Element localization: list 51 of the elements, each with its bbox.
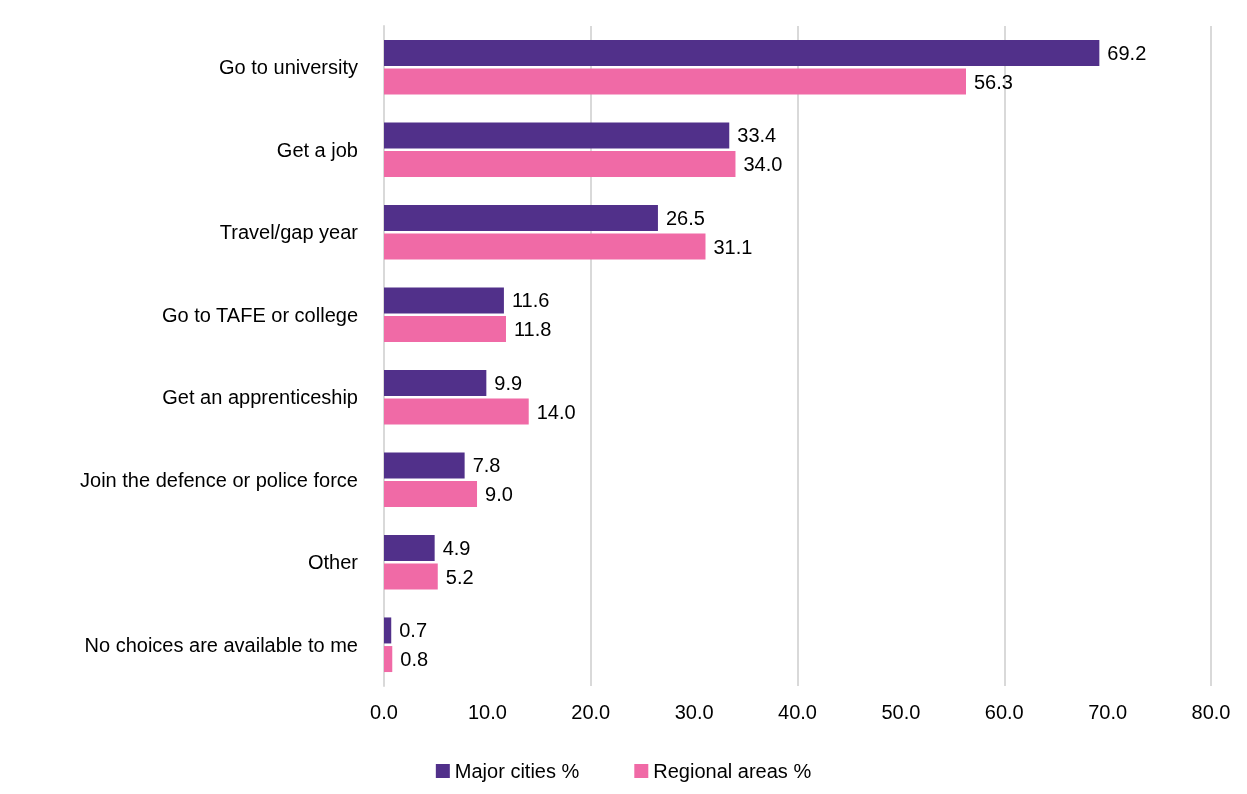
data-label: 4.9	[442, 536, 471, 559]
data-label: 9.0	[485, 483, 513, 506]
x-tick-label: 50.0	[881, 701, 921, 723]
y-tick-label: Go to university	[219, 56, 358, 79]
bar	[384, 39, 1100, 66]
y-tick-label: Get a job	[276, 138, 358, 161]
bar	[384, 481, 478, 508]
data-label: 26.5	[665, 206, 705, 229]
bar	[384, 398, 529, 425]
data-label: 11.8	[513, 318, 552, 341]
y-tick-label: Other	[307, 551, 359, 574]
x-tick-label: 20.0	[571, 701, 611, 723]
data-label: 33.4	[737, 124, 777, 147]
data-label: 31.1	[713, 235, 753, 258]
data-label: 0.7	[399, 619, 428, 642]
y-tick-label: Travel/gap year	[219, 221, 359, 244]
bar	[384, 204, 658, 231]
bar	[384, 233, 706, 260]
y-tick-label: Get an apprenticeship	[162, 386, 358, 409]
bar	[384, 287, 504, 314]
bar	[384, 617, 392, 644]
legend-label: Regional areas %	[653, 760, 812, 782]
data-label: 11.6	[511, 289, 550, 312]
x-tick-label: 70.0	[1088, 701, 1128, 723]
x-tick-label: 10.0	[467, 701, 507, 723]
bar	[384, 452, 465, 479]
bar	[384, 151, 736, 178]
y-tick-label: No choices are available to me	[84, 633, 358, 656]
bar	[384, 646, 393, 673]
data-label: 0.8	[400, 648, 429, 671]
bar	[384, 316, 506, 343]
x-tick-label: 40.0	[778, 701, 817, 723]
x-tick-label: 60.0	[984, 701, 1024, 723]
bar	[384, 563, 438, 590]
data-label: 7.8	[472, 454, 501, 477]
data-label: 5.2	[445, 565, 474, 588]
data-label: 14.0	[536, 400, 576, 423]
x-tick-label: 80.0	[1191, 701, 1231, 723]
x-tick-label: 0.0	[370, 701, 398, 723]
bar	[384, 122, 730, 149]
bar	[384, 68, 966, 95]
data-label: 9.9	[494, 371, 523, 394]
data-label: 56.3	[974, 70, 1013, 93]
bar	[384, 369, 487, 396]
y-tick-label: Go to TAFE or college	[161, 303, 358, 326]
legend-label: Major cities %	[454, 760, 580, 782]
data-label: 34.0	[743, 153, 783, 176]
y-tick-label: Join the defence or police force	[80, 468, 358, 491]
bar	[384, 534, 435, 561]
data-label: 69.2	[1107, 41, 1147, 64]
x-tick-label: 30.0	[674, 701, 714, 723]
